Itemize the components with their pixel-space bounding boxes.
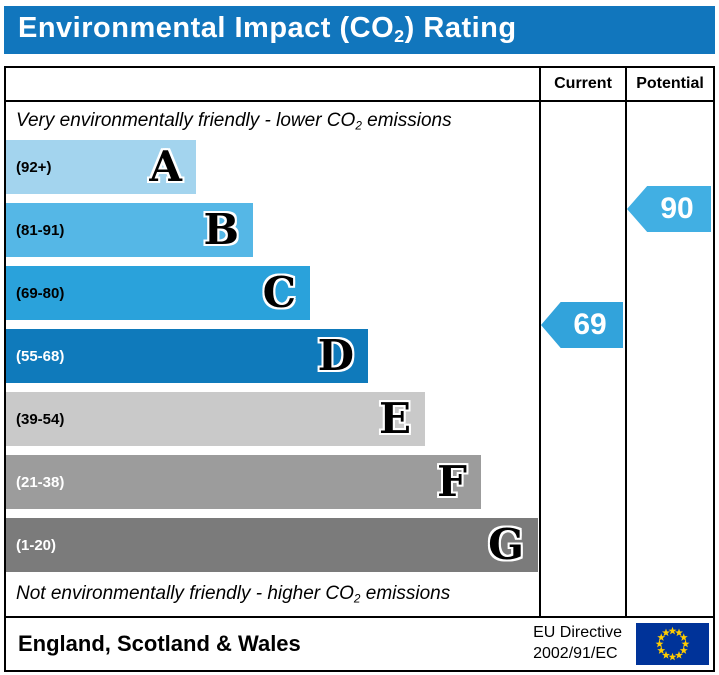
band-range-label: (39-54) (16, 410, 65, 428)
band-letter: A (149, 142, 182, 191)
band-letter: D (317, 331, 354, 380)
band-letter: C (262, 268, 296, 317)
band-bar: (81-91) B (6, 203, 253, 257)
band-bar: (21-38) F (6, 455, 481, 509)
rating-chart: Current Potential Very environmentally f… (4, 66, 715, 618)
band-row-d: (55-68) D (6, 329, 539, 383)
bands: (92+) A (81-91) B (69-80) C (55-68) D (39-54) E (2… (6, 140, 539, 572)
top-caption: Very environmentally friendly - lower CO… (16, 110, 452, 133)
eu-flag-icon (636, 623, 709, 665)
band-row-b: (81-91) B (6, 203, 539, 257)
band-bar: (55-68) D (6, 329, 368, 383)
eu-directive-line1: EU Directive (533, 624, 622, 642)
footer-directive-group: EU Directive 2002/91/EC (533, 623, 713, 665)
band-row-f: (21-38) F (6, 455, 539, 509)
band-range-label: (1-20) (16, 536, 57, 554)
band-bar: (39-54) E (6, 392, 425, 446)
band-row-c: (69-80) C (6, 266, 539, 320)
potential-column-header: Potential (625, 68, 713, 102)
band-letter: F (437, 457, 467, 506)
band-row-a: (92+) A (6, 140, 539, 194)
header-spacer-cell (6, 68, 539, 102)
band-letter: E (378, 394, 411, 443)
band-row-g: (1-20) G (6, 518, 539, 572)
footer-region-label: England, Scotland & Wales (18, 631, 301, 656)
bands-area: Very environmentally friendly - lower CO… (6, 102, 539, 616)
band-bar: (1-20) G (6, 518, 538, 572)
current-rating-arrow: 69 (541, 302, 623, 348)
band-range-label: (81-91) (16, 221, 65, 239)
eu-directive-label: EU Directive 2002/91/EC (533, 623, 622, 665)
eu-directive-line2: 2002/91/EC (533, 645, 618, 662)
chart-title: Environmental Impact (CO2) Rating (18, 12, 517, 47)
current-rating-value: 69 (573, 308, 607, 341)
band-range-label: (55-68) (16, 347, 65, 365)
band-letter: G (488, 520, 524, 569)
chart-title-bar: Environmental Impact (CO2) Rating (4, 6, 715, 54)
band-range-label: (92+) (16, 158, 52, 176)
band-row-e: (39-54) E (6, 392, 539, 446)
potential-rating-value: 90 (660, 192, 694, 225)
potential-column: 90 (625, 102, 713, 616)
band-range-label: (69-80) (16, 284, 65, 302)
band-range-label: (21-38) (16, 473, 65, 491)
footer: England, Scotland & Wales EU Directive 2… (4, 618, 715, 672)
potential-rating-arrow: 90 (627, 186, 711, 232)
band-bar: (92+) A (6, 140, 196, 194)
band-letter: B (203, 205, 240, 254)
current-column-header: Current (539, 68, 625, 102)
band-bar: (69-80) C (6, 266, 310, 320)
current-column: 69 (539, 102, 625, 616)
bottom-caption: Not environmentally friendly - higher CO… (16, 583, 451, 606)
